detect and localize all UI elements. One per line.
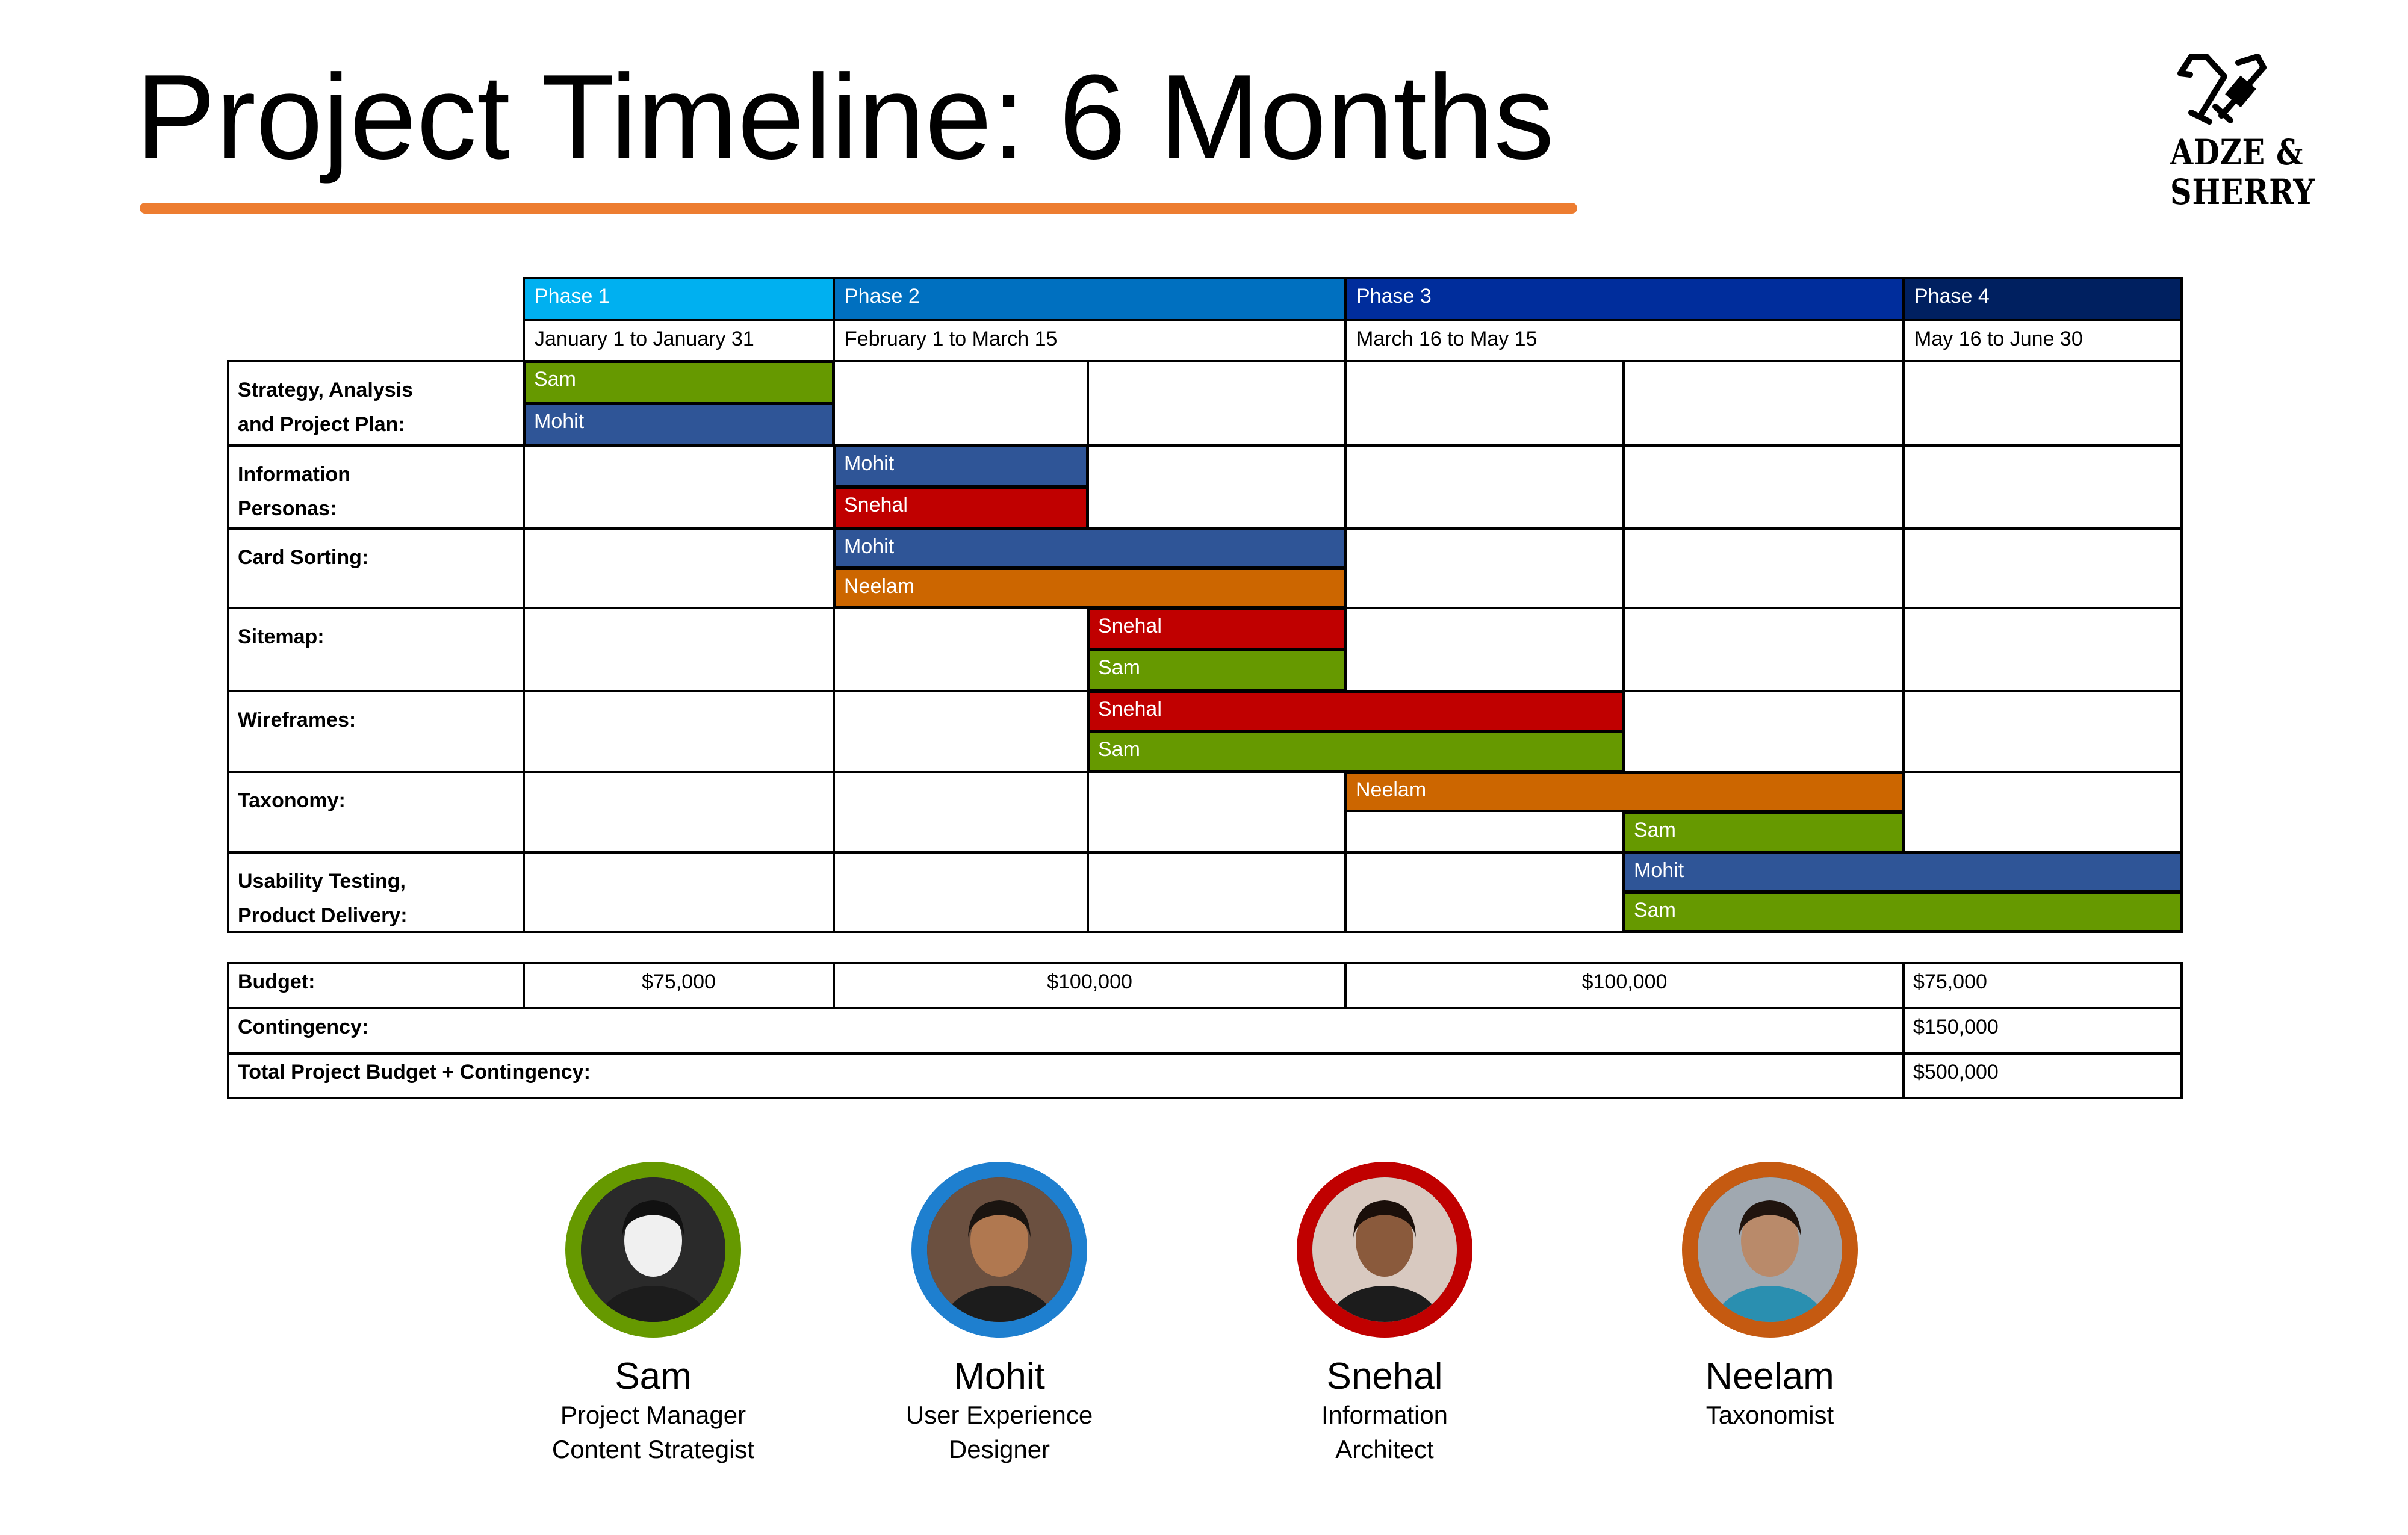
timeline-cell <box>1622 527 1905 609</box>
task-label-line: Wireframes: <box>238 709 356 731</box>
total-budget-value: $500,000 <box>1902 1052 2183 1099</box>
assignment-bar-sam: Sam <box>524 361 834 403</box>
contingency-label: Contingency: <box>227 1007 1905 1055</box>
task-label-line: Strategy, Analysis <box>238 379 414 402</box>
member-role: Taxonomist <box>1619 1398 1920 1432</box>
member-role-line: Information <box>1321 1401 1448 1429</box>
timeline-cell <box>523 851 835 933</box>
member-role-line: User Experience <box>905 1401 1093 1429</box>
page-title: Project Timeline: 6 Months <box>135 50 1554 184</box>
photo-mohit-icon <box>927 1177 1072 1322</box>
timeline-cell <box>1902 444 2183 530</box>
timeline-cell <box>523 690 835 773</box>
member-role-line: Project Manager <box>560 1401 746 1429</box>
timeline-cell <box>1902 607 2183 692</box>
member-name: Mohit <box>954 1356 1045 1397</box>
assignment-bar-sam: Sam <box>1624 892 2182 932</box>
task-label-line: and Project Plan: <box>238 413 405 436</box>
phase-header-1: Phase 1 <box>523 277 835 321</box>
task-label: Information Personas: <box>227 444 525 530</box>
member-name: Neelam <box>1705 1356 1834 1397</box>
photo-sam-icon <box>581 1177 725 1322</box>
member-role-line: Designer <box>948 1435 1050 1463</box>
task-label-line: Usability Testing, <box>238 870 406 893</box>
member-name: Snehal <box>1326 1356 1443 1397</box>
task-label-line: Product Delivery: <box>238 904 408 927</box>
assignment-bar-snehal: Snehal <box>834 487 1088 529</box>
timeline-cell <box>833 360 1089 447</box>
assignment-bar-snehal: Snehal <box>1088 691 1624 731</box>
adze-tools-icon <box>2177 54 2267 125</box>
photo-snehal-icon <box>1312 1177 1457 1322</box>
timeline-cell <box>1902 360 2183 447</box>
timeline-cell <box>523 771 835 854</box>
task-label-line: Sitemap: <box>238 625 324 648</box>
assignment-bar-snehal: Snehal <box>1088 608 1345 650</box>
timeline-cell <box>1344 851 1625 933</box>
timeline-cell <box>1087 851 1347 933</box>
assignment-bar-mohit: Mohit <box>834 529 1345 568</box>
phase-dates-1: January 1 to January 31 <box>523 319 835 362</box>
team-member-mohit: Mohit User Experience Designer <box>849 1162 1150 1466</box>
assignment-bar-mohit: Mohit <box>1624 852 2182 892</box>
title-underline <box>140 203 1577 214</box>
task-label-line: Card Sorting: <box>238 546 369 569</box>
budget-label: Budget: <box>227 962 525 1009</box>
task-label: Usability Testing, Product Delivery: <box>227 851 525 933</box>
budget-value-phase-1: $75,000 <box>523 962 835 1009</box>
member-role-line: Architect <box>1335 1435 1434 1463</box>
avatar <box>1297 1162 1472 1338</box>
assignment-bar-mohit: Mohit <box>834 445 1088 487</box>
member-role-line: Content Strategist <box>551 1435 755 1463</box>
timeline-cell <box>833 851 1089 933</box>
assignment-bar-sam: Sam <box>1088 650 1345 691</box>
timeline-cell <box>833 607 1089 692</box>
task-label-line: Information <box>238 463 350 486</box>
member-role: Information Architect <box>1234 1398 1535 1466</box>
timeline-cell <box>1087 444 1347 530</box>
team-member-snehal: Snehal Information Architect <box>1234 1162 1535 1466</box>
timeline-cell <box>1344 444 1625 530</box>
phase-header-4: Phase 4 <box>1902 277 2183 321</box>
member-role-line: Taxonomist <box>1705 1401 1834 1429</box>
task-label: Strategy, Analysis and Project Plan: <box>227 360 525 447</box>
avatar <box>911 1162 1087 1338</box>
phase-dates-4: May 16 to June 30 <box>1902 319 2183 362</box>
assignment-bar-neelam: Neelam <box>1345 772 1904 812</box>
member-name: Sam <box>615 1356 692 1397</box>
task-label: Wireframes: <box>227 690 525 773</box>
assignment-bar-sam: Sam <box>1088 731 1624 772</box>
photo-neelam-icon <box>1698 1177 1842 1322</box>
avatar <box>565 1162 741 1338</box>
assignment-bar-neelam: Neelam <box>834 568 1345 608</box>
member-role: User Experience Designer <box>849 1398 1150 1466</box>
member-role: Project Manager Content Strategist <box>503 1398 804 1466</box>
budget-value-phase-2: $100,000 <box>833 962 1347 1009</box>
team-member-sam: Sam Project Manager Content Strategist <box>503 1162 804 1466</box>
task-label-line: Taxonomy: <box>238 789 346 812</box>
team-member-neelam: Neelam Taxonomist <box>1619 1162 1920 1432</box>
total-budget-label: Total Project Budget + Contingency: <box>227 1052 1905 1099</box>
contingency-value: $150,000 <box>1902 1007 2183 1055</box>
task-label-line: Personas: <box>238 497 337 520</box>
avatar <box>1682 1162 1858 1338</box>
timeline-cell <box>523 607 835 692</box>
task-label: Sitemap: <box>227 607 525 692</box>
